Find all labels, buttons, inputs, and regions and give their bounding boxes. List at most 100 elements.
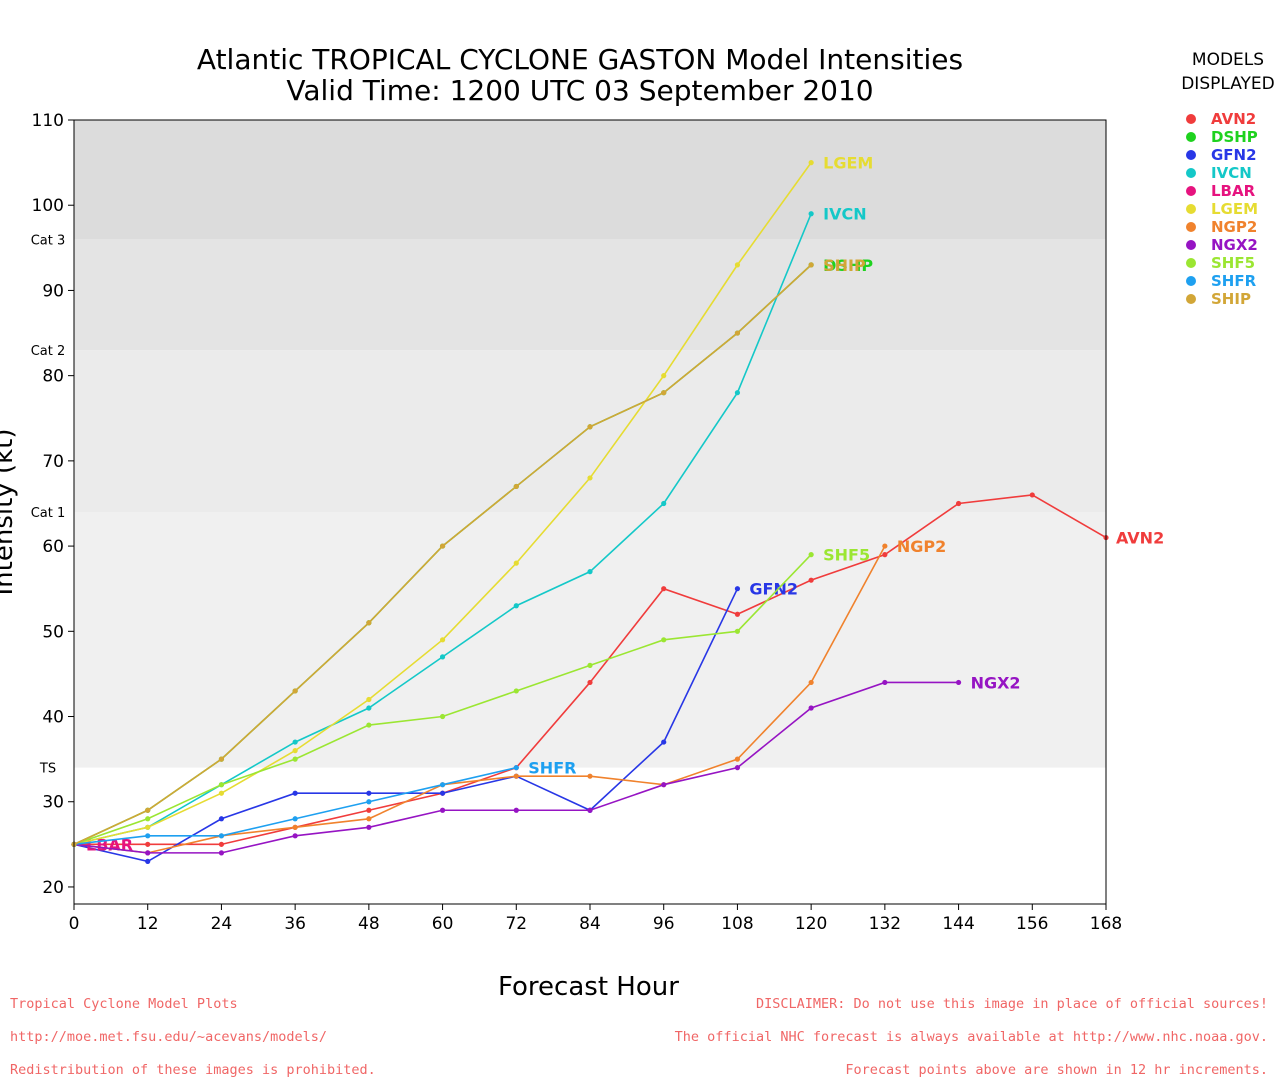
- data-point: [366, 620, 372, 626]
- data-point: [292, 748, 298, 754]
- series-end-label: SHFR: [528, 759, 576, 778]
- legend-marker: [1186, 204, 1196, 214]
- legend-label: SHIP: [1211, 290, 1251, 308]
- data-point: [439, 637, 446, 643]
- x-tick-label: 24: [211, 914, 233, 934]
- x-tick-label: 60: [432, 914, 454, 934]
- series-end-label: SHF5: [823, 546, 870, 565]
- data-point: [661, 586, 667, 592]
- data-point: [292, 688, 298, 694]
- series-shf5: SHF5: [71, 546, 870, 847]
- legend-marker: [1186, 168, 1196, 178]
- legend-label: LGEM: [1211, 200, 1259, 218]
- data-point: [955, 679, 962, 686]
- data-point: [661, 739, 667, 745]
- legend: AVN2 DSHP GFN2 IVCN LBAR LGEM NGP2 NGX2 SHF5 SHFR…: [1186, 110, 1258, 308]
- data-point: [145, 833, 151, 839]
- legend-label: SHFR: [1211, 272, 1257, 290]
- data-point: [734, 390, 741, 396]
- series-line: [73, 545, 886, 854]
- data-point: [513, 688, 519, 694]
- data-point: [808, 211, 814, 217]
- y-tick-label: 50: [42, 622, 64, 642]
- data-point: [439, 543, 446, 549]
- data-point: [587, 475, 593, 481]
- data-point: [661, 500, 667, 507]
- legend-label: AVN2: [1211, 110, 1257, 128]
- series-end-label: NGP2: [897, 537, 946, 556]
- y-tick-label: 20: [42, 878, 64, 898]
- series-end-label: DSHP: [823, 256, 873, 275]
- data-point: [145, 816, 151, 822]
- legend-label: GFN2: [1211, 146, 1257, 164]
- series-end-label: LGEM: [823, 154, 873, 173]
- intensity-chart: AVN2DSHPGFN2IVCNLBARLGEMNGP2NGX2SHF5SHFR…: [0, 111, 1164, 934]
- data-point: [587, 807, 593, 813]
- data-point: [366, 790, 372, 796]
- data-point: [145, 807, 151, 813]
- footer-right-line: DISCLAIMER: Do not use this image in pla…: [755, 996, 1268, 1012]
- data-point: [882, 552, 888, 558]
- x-tick-label: 108: [721, 914, 753, 934]
- legend-marker: [1186, 150, 1196, 160]
- data-point: [439, 807, 446, 813]
- legend-item-dshp: DSHP: [1186, 128, 1258, 146]
- footer-left-line: http://moe.met.fsu.edu/~acevans/models/: [10, 1029, 327, 1045]
- series-end-label: IVCN: [823, 205, 866, 224]
- data-point: [513, 773, 519, 779]
- data-point: [366, 696, 372, 703]
- data-point: [734, 611, 741, 617]
- data-point: [292, 739, 298, 745]
- chart-title: Atlantic TROPICAL CYCLONE GASTON Model I…: [196, 43, 964, 76]
- legend-label: NGP2: [1211, 218, 1258, 236]
- data-point: [366, 722, 372, 728]
- x-tick-label: 132: [869, 914, 901, 934]
- x-tick-label: 168: [1090, 914, 1122, 934]
- series-ship: SHIP: [71, 256, 866, 847]
- data-point: [587, 773, 593, 779]
- legend-label: SHF5: [1211, 254, 1256, 272]
- band-label: TS: [39, 762, 56, 777]
- intensity-band: [74, 512, 1106, 768]
- footer-right: DISCLAIMER: Do not use this image in pla…: [675, 977, 1268, 1087]
- data-point: [292, 816, 298, 822]
- data-point: [587, 424, 593, 430]
- band-label: Cat 1: [31, 506, 66, 521]
- data-point: [882, 543, 888, 549]
- data-point: [808, 262, 814, 268]
- data-point: [1029, 492, 1035, 498]
- data-point: [734, 330, 741, 336]
- data-point: [292, 790, 298, 796]
- data-point: [808, 705, 814, 711]
- y-tick-label: 30: [42, 793, 64, 813]
- legend-label: LBAR: [1211, 182, 1256, 200]
- data-point: [439, 713, 446, 720]
- band-label: Cat 2: [31, 344, 66, 359]
- data-point: [366, 705, 372, 711]
- legend-marker: [1186, 276, 1196, 286]
- data-point: [439, 790, 446, 796]
- data-point: [734, 765, 741, 771]
- y-tick-label: 60: [42, 537, 64, 557]
- data-point: [218, 816, 225, 822]
- legend-label: IVCN: [1211, 164, 1252, 182]
- x-tick-label: 48: [358, 914, 380, 934]
- series-end-label: AVN2: [1116, 529, 1164, 548]
- y-tick-label: 90: [42, 281, 64, 301]
- data-point: [366, 824, 372, 830]
- series-end-label: NGX2: [971, 673, 1021, 692]
- x-tick-label: 144: [942, 914, 974, 934]
- legend-item-gfn2: GFN2: [1186, 146, 1258, 164]
- data-point: [145, 824, 151, 830]
- data-point: [808, 552, 814, 558]
- data-point: [808, 679, 814, 686]
- data-point: [734, 586, 741, 592]
- intensity-band: [74, 239, 1106, 351]
- data-point: [366, 816, 372, 822]
- data-point: [513, 765, 519, 771]
- series-lgem: LGEM: [71, 154, 873, 847]
- legend-marker: [1186, 186, 1196, 196]
- legend-item-ivcn: IVCN: [1186, 164, 1258, 182]
- data-point: [734, 756, 741, 762]
- data-point: [218, 756, 225, 762]
